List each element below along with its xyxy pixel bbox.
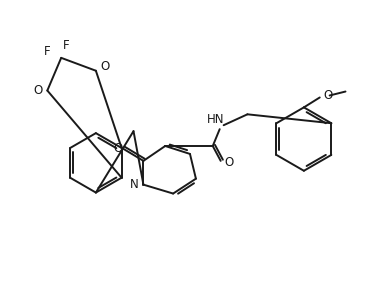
Text: O: O [34,84,43,97]
Text: O: O [323,89,332,102]
Text: O: O [100,60,110,73]
Text: O: O [113,143,122,156]
Text: N: N [130,178,139,191]
Text: HN: HN [207,113,224,126]
Text: O: O [224,156,233,169]
Text: F: F [44,45,50,59]
Text: F: F [63,39,70,52]
